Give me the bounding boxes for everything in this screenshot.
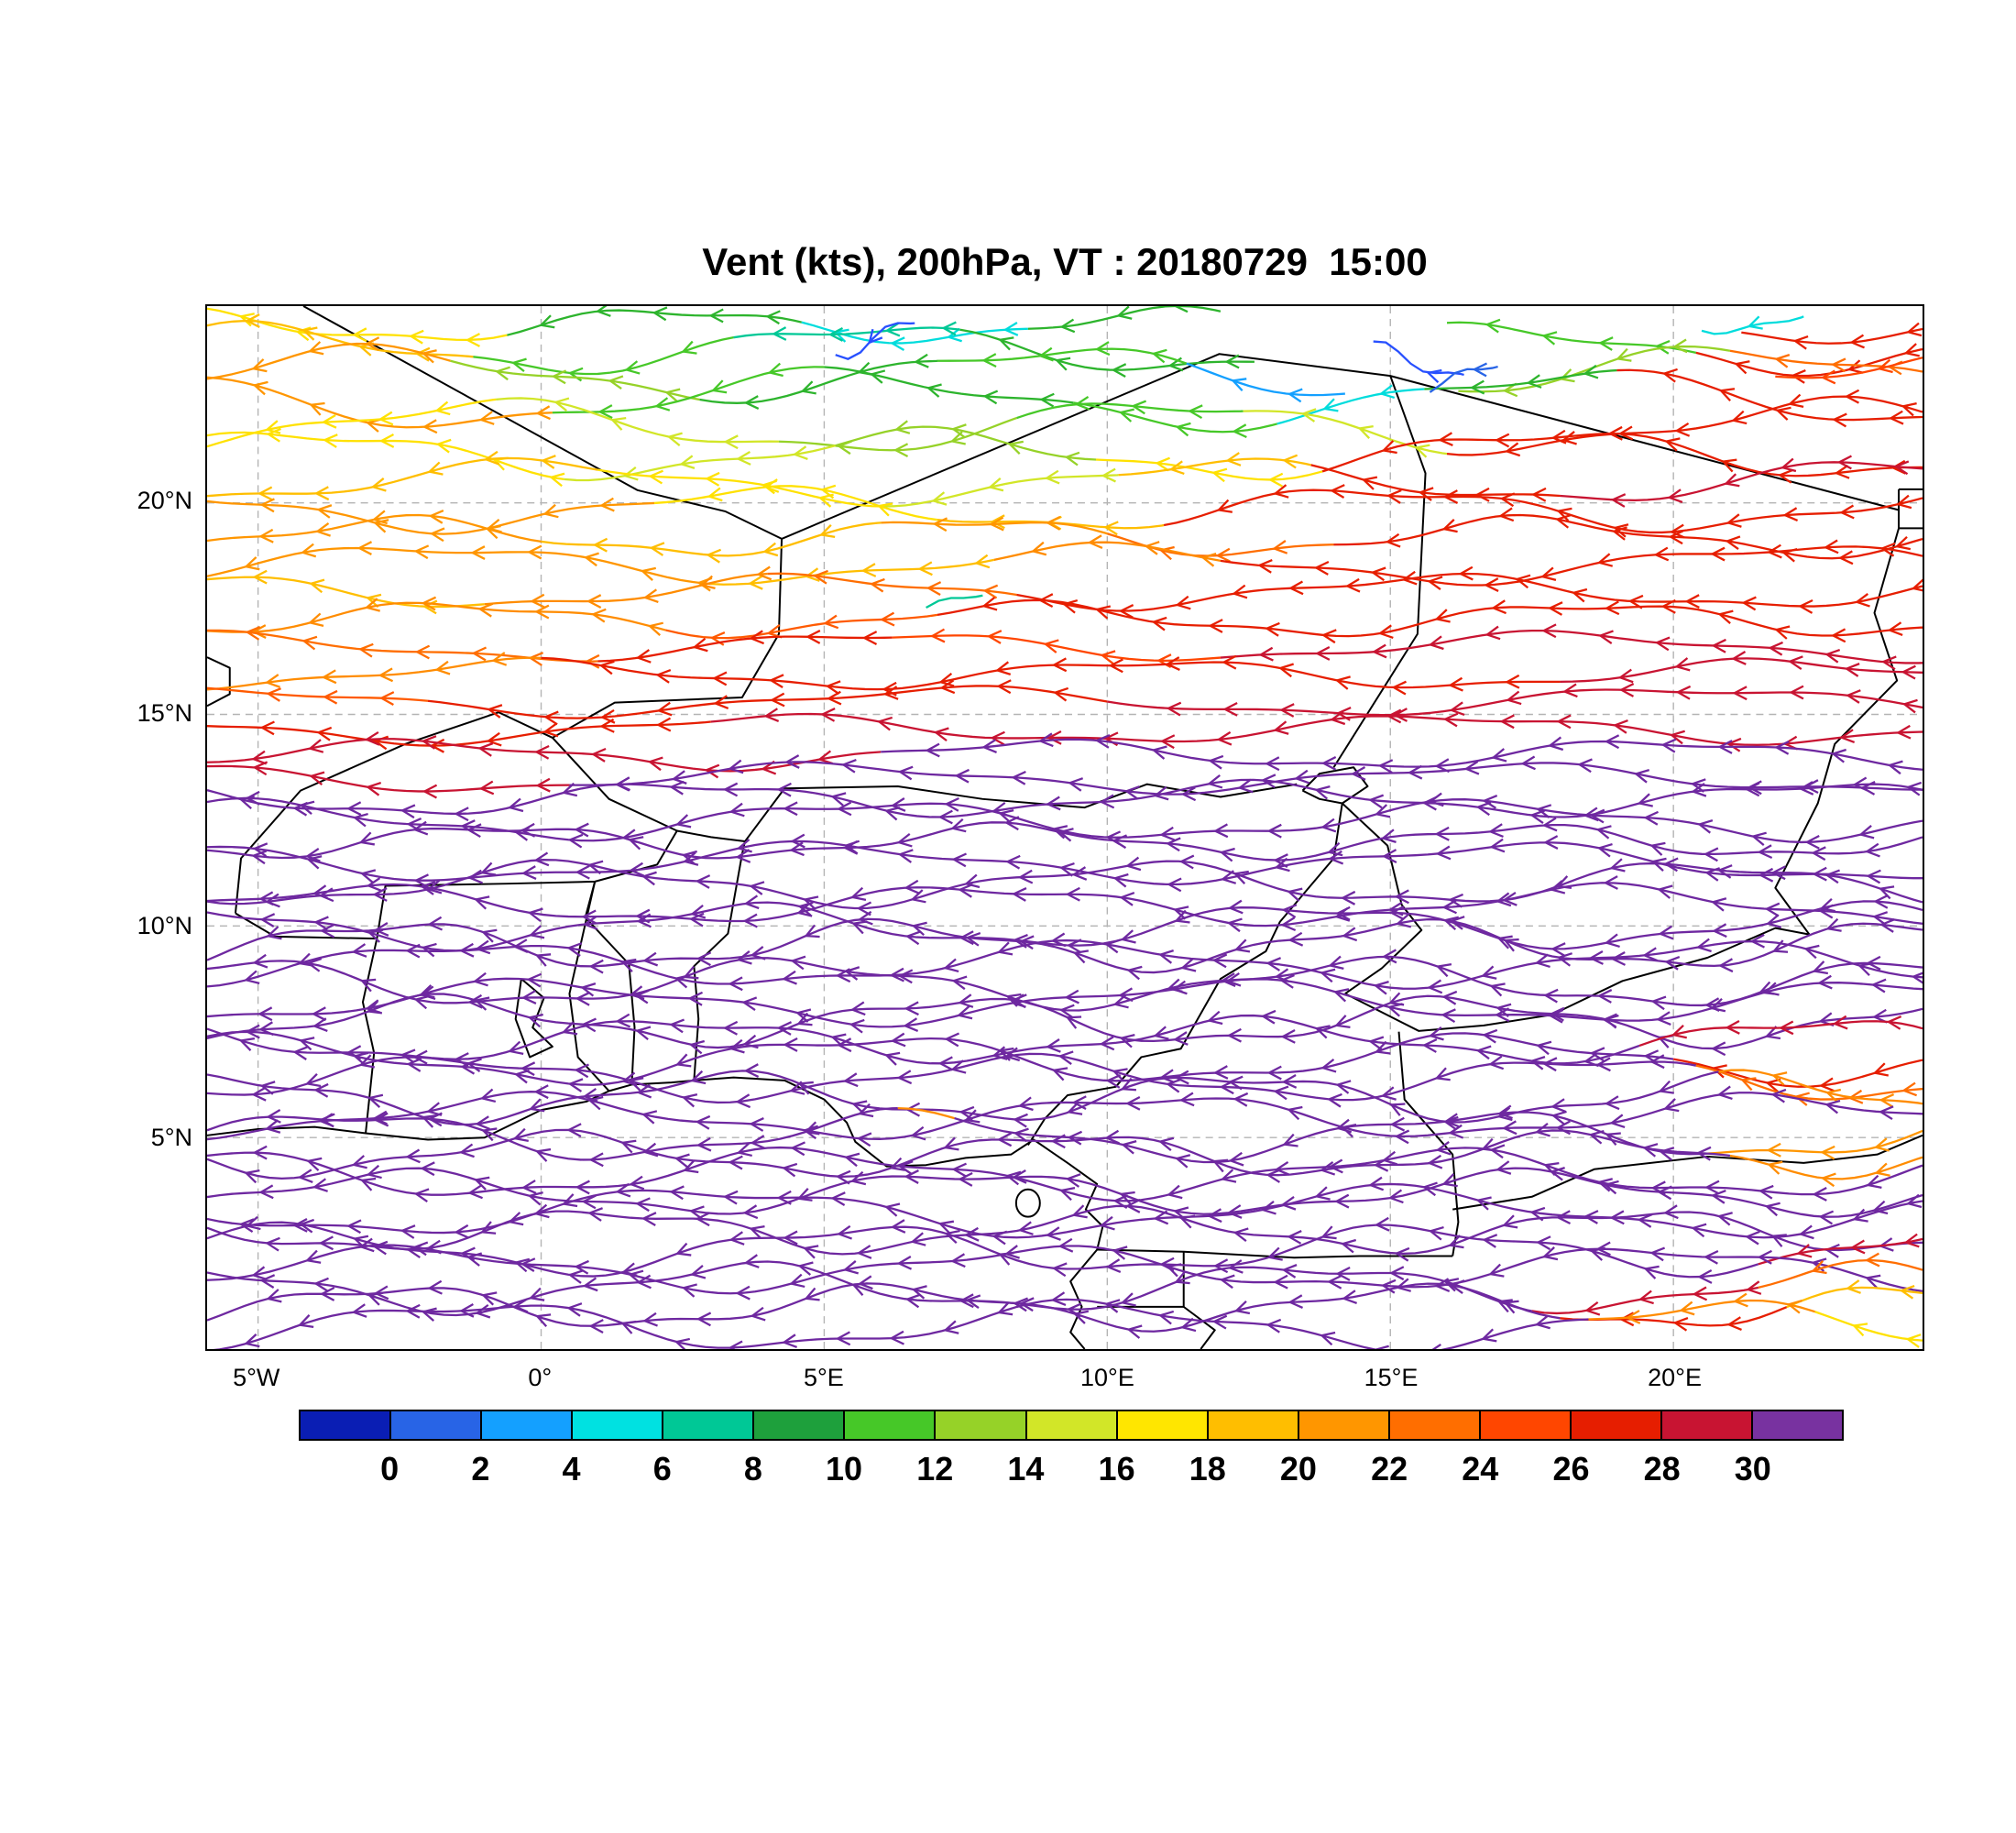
wind-streamlines (207, 306, 1923, 1349)
colorbar-segment (1480, 1411, 1572, 1439)
colorbar-labels: 0 2 4 6 8 10 12 14 16 18 20 22 24 26 28 30 (299, 1450, 1844, 1492)
y-tick-label: 20°N (137, 487, 192, 515)
colorbar-tick-label: 12 (916, 1450, 954, 1487)
colorbar-tick-label: 16 (1098, 1450, 1135, 1487)
colorbar-segment (1026, 1411, 1118, 1439)
colorbar-segment (1661, 1411, 1753, 1439)
colorbar-segment (1571, 1411, 1662, 1439)
colorbar-tick-label: 28 (1643, 1450, 1681, 1487)
y-tick-label: 10°N (137, 911, 192, 939)
colorbar (299, 1410, 1844, 1441)
colorbar-tick-label: 4 (562, 1450, 581, 1487)
x-tick-label: 5°W (233, 1364, 280, 1391)
colorbar-segment (845, 1411, 937, 1439)
colorbar-tick-label: 8 (743, 1450, 762, 1487)
colorbar-segment (754, 1411, 846, 1439)
colorbar-tick-label: 2 (471, 1450, 490, 1487)
x-tick-label: 15°E (1364, 1364, 1419, 1391)
colorbar-segment (1208, 1411, 1299, 1439)
colorbar-tick-label: 10 (826, 1450, 863, 1487)
colorbar-segment (573, 1411, 664, 1439)
colorbar-tick-label: 24 (1462, 1450, 1499, 1487)
colorbar-tick-label: 30 (1734, 1450, 1771, 1487)
x-tick-label: 10°E (1080, 1364, 1134, 1391)
map-plot-area (205, 304, 1924, 1351)
colorbar-segment (1389, 1411, 1481, 1439)
colorbar-tick-label: 0 (380, 1450, 400, 1487)
colorbar-segment (1753, 1411, 1843, 1439)
x-tick-label: 20°E (1648, 1364, 1702, 1391)
x-tick-label: 5°E (803, 1364, 844, 1391)
x-tick-label: 0° (528, 1364, 553, 1391)
colorbar-segment (1298, 1411, 1390, 1439)
y-tick-label: 15°N (137, 699, 192, 728)
colorbar-segment (301, 1411, 392, 1439)
y-tick-label: 5°N (150, 1124, 192, 1152)
colorbar-tick-label: 6 (652, 1450, 672, 1487)
colorbar-tick-label: 22 (1371, 1450, 1408, 1487)
colorbar-segment (1117, 1411, 1209, 1439)
wind-streamline-map (207, 306, 1923, 1349)
colorbar-tick-label: 14 (1007, 1450, 1045, 1487)
colorbar-segment (936, 1411, 1027, 1439)
chart-title: Vent (kts), 200hPa, VT : 20180729 15:00 (702, 240, 1428, 283)
colorbar-tick-label: 20 (1279, 1450, 1317, 1487)
colorbar-segment (482, 1411, 574, 1439)
colorbar-segment (663, 1411, 755, 1439)
country-borders (207, 306, 1923, 1349)
colorbar-tick-label: 18 (1189, 1450, 1226, 1487)
colorbar-tick-label: 26 (1552, 1450, 1590, 1487)
colorbar-segment (391, 1411, 483, 1439)
